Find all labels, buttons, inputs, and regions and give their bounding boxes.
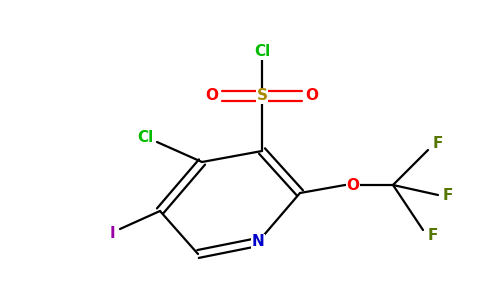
Text: Cl: Cl	[137, 130, 153, 146]
Text: F: F	[443, 188, 453, 202]
Text: O: O	[305, 88, 318, 104]
Text: O: O	[206, 88, 218, 104]
Text: F: F	[433, 136, 443, 152]
Text: I: I	[109, 226, 115, 241]
Text: N: N	[252, 235, 264, 250]
Text: Cl: Cl	[254, 44, 270, 59]
Text: S: S	[257, 88, 268, 104]
Text: O: O	[347, 178, 360, 193]
Text: F: F	[428, 229, 438, 244]
